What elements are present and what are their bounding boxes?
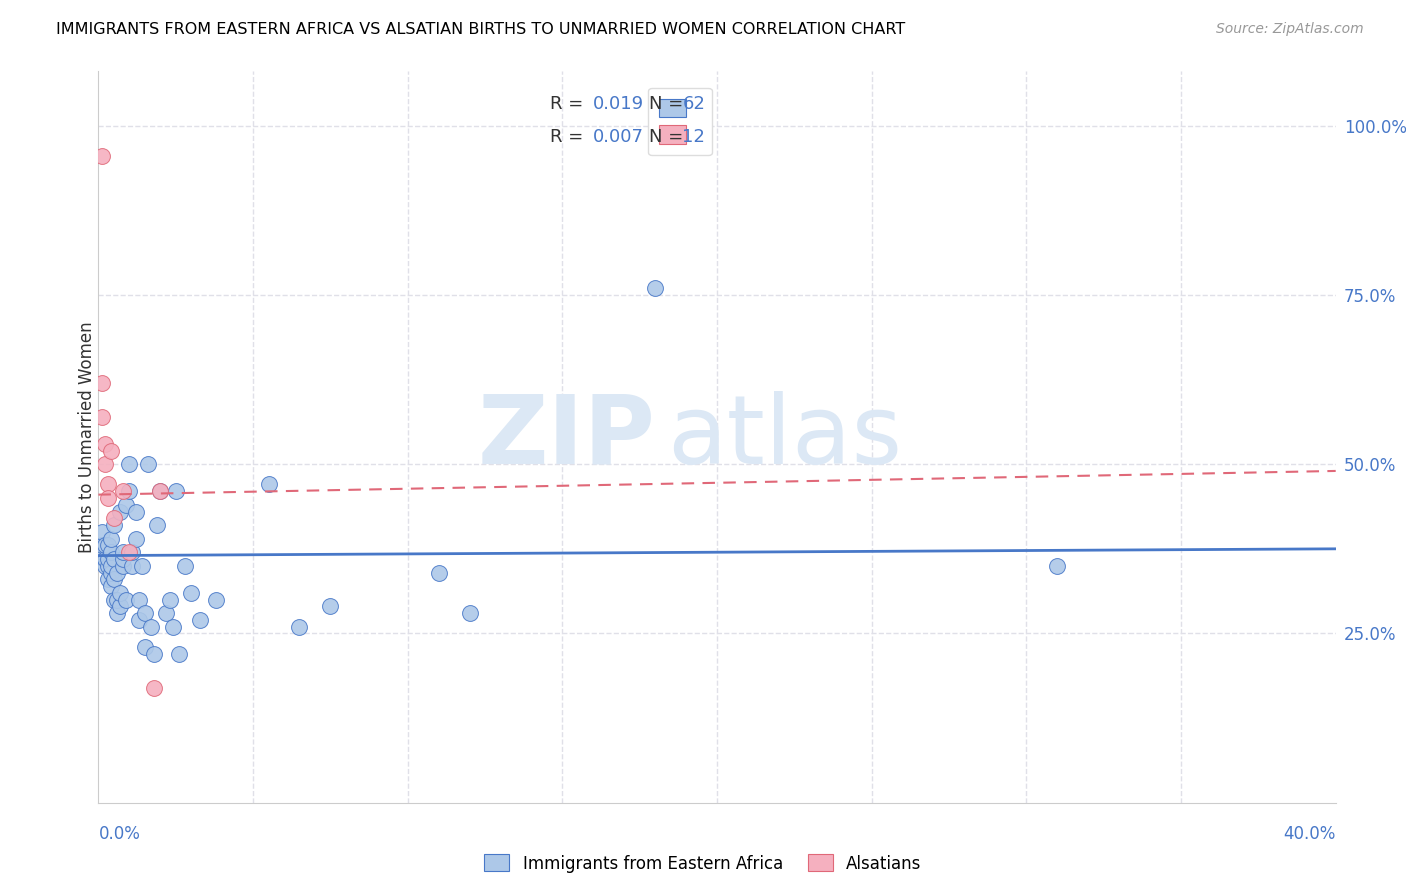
Point (115, 592, 138, 607)
Point (90, 149, 112, 163)
Point (124, 532, 146, 546)
Point (97, 491, 120, 505)
Point (97, 477, 120, 491)
Text: R =: R = (550, 128, 589, 146)
Point (131, 558, 153, 573)
Text: 0.007: 0.007 (593, 128, 644, 146)
Point (128, 613, 150, 627)
Text: N =: N = (650, 95, 689, 113)
Point (93, 552, 115, 566)
Point (139, 620, 162, 634)
Point (124, 505, 146, 519)
Point (180, 586, 202, 600)
Point (97, 572, 120, 586)
Point (100, 566, 122, 580)
Point (97, 552, 120, 566)
Point (458, 606, 481, 620)
Point (100, 443, 122, 458)
Point (100, 545, 122, 559)
Point (159, 592, 181, 607)
Point (103, 511, 125, 525)
Point (134, 640, 156, 654)
Point (174, 558, 197, 573)
Point (90, 376, 112, 390)
Point (115, 498, 138, 512)
Text: 0.0%: 0.0% (98, 825, 141, 843)
Point (93, 538, 115, 552)
Point (121, 558, 143, 573)
Point (134, 606, 156, 620)
Point (103, 518, 125, 533)
Point (112, 552, 135, 566)
Point (644, 281, 666, 295)
Point (143, 647, 166, 661)
Point (105, 592, 128, 607)
Point (108, 599, 131, 614)
Point (90, 538, 112, 552)
Point (288, 620, 311, 634)
Point (97, 558, 120, 573)
Point (165, 484, 187, 499)
Point (155, 606, 177, 620)
Point (103, 552, 125, 566)
Point (103, 592, 125, 607)
Point (162, 620, 184, 634)
Point (90, 409, 112, 424)
Text: R =: R = (550, 95, 589, 113)
Text: atlas: atlas (668, 391, 903, 483)
Point (143, 681, 166, 695)
Point (108, 586, 131, 600)
Point (128, 592, 150, 607)
Point (112, 545, 135, 559)
Point (427, 566, 450, 580)
Point (97, 538, 120, 552)
Point (118, 545, 141, 559)
Text: 12: 12 (682, 128, 706, 146)
Text: IMMIGRANTS FROM EASTERN AFRICA VS ALSATIAN BIRTHS TO UNMARRIED WOMEN CORRELATION: IMMIGRANTS FROM EASTERN AFRICA VS ALSATI… (56, 22, 905, 37)
Point (190, 613, 212, 627)
Point (93, 437, 115, 451)
Legend: Immigrants from Eastern Africa, Alsatians: Immigrants from Eastern Africa, Alsatian… (478, 847, 928, 880)
Point (121, 545, 143, 559)
Point (167, 647, 190, 661)
Point (136, 457, 159, 471)
Point (90, 545, 112, 559)
Legend: , : , (648, 87, 711, 155)
Y-axis label: Births to Unmarried Women: Births to Unmarried Women (79, 321, 96, 553)
Text: N =: N = (650, 128, 689, 146)
Point (1046, 558, 1069, 573)
Point (112, 558, 135, 573)
Point (105, 606, 128, 620)
Text: ZIP: ZIP (477, 391, 655, 483)
Point (205, 592, 228, 607)
Point (257, 477, 280, 491)
Point (90, 524, 112, 539)
Point (105, 566, 128, 580)
Text: 0.019: 0.019 (593, 95, 644, 113)
Point (149, 484, 172, 499)
Point (149, 484, 172, 499)
Point (103, 572, 125, 586)
Point (118, 484, 141, 499)
Text: 62: 62 (682, 95, 706, 113)
Point (118, 457, 141, 471)
Point (100, 579, 122, 593)
Point (100, 532, 122, 546)
Text: Source: ZipAtlas.com: Source: ZipAtlas.com (1216, 22, 1364, 37)
Point (93, 558, 115, 573)
Point (100, 558, 122, 573)
Text: 40.0%: 40.0% (1284, 825, 1336, 843)
Point (93, 457, 115, 471)
Point (319, 599, 342, 614)
Point (108, 505, 131, 519)
Point (112, 484, 135, 499)
Point (146, 518, 169, 533)
